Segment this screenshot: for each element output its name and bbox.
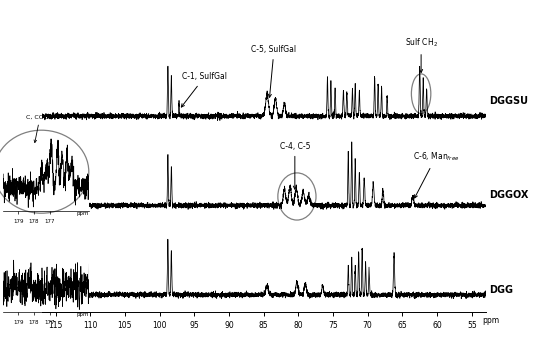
Text: C-4, C-5: C-4, C-5 xyxy=(280,142,310,189)
Text: DGGOX: DGGOX xyxy=(489,190,528,200)
Text: DGG: DGG xyxy=(489,285,513,295)
Text: DGGSU: DGGSU xyxy=(489,96,528,106)
Text: Sulf CH$_2$: Sulf CH$_2$ xyxy=(405,37,437,72)
Text: ppm: ppm xyxy=(482,316,500,325)
Text: C-5, SulfGal: C-5, SulfGal xyxy=(251,45,296,97)
Text: ppm: ppm xyxy=(76,211,89,216)
Text: C, COOH: C, COOH xyxy=(26,115,54,143)
Text: ppm: ppm xyxy=(76,312,89,317)
Text: C-6, Man$_{free}$: C-6, Man$_{free}$ xyxy=(413,151,459,198)
Text: C-1, SulfGal: C-1, SulfGal xyxy=(181,72,227,107)
